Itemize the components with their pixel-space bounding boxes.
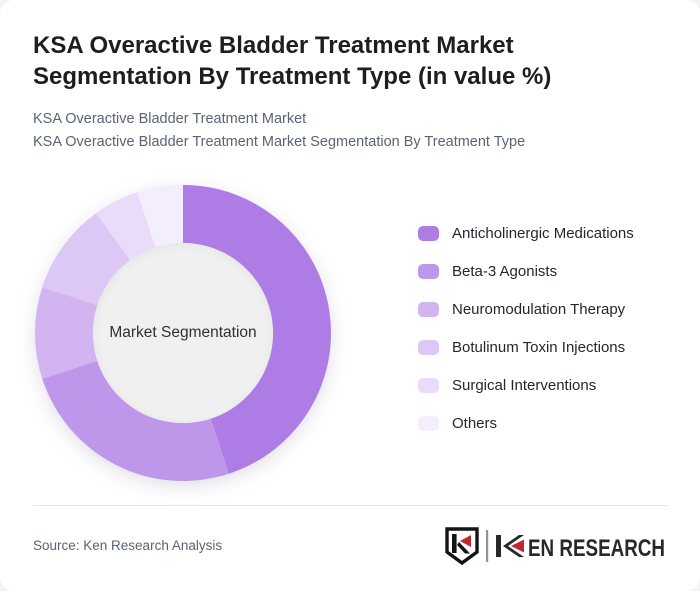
donut-chart: Market Segmentation <box>35 185 331 481</box>
legend-item: Anticholinergic Medications <box>418 225 634 242</box>
legend-item: Neuromodulation Therapy <box>418 301 634 318</box>
legend-label: Botulinum Toxin Injections <box>452 339 626 356</box>
donut-center-label: Market Segmentation <box>93 243 273 423</box>
donut-segment-2 <box>35 287 98 379</box>
legend-item: Botulinum Toxin Injections <box>418 339 634 356</box>
legend-item: Beta-3 Agonists <box>418 263 634 280</box>
legend-label: Beta-3 Agonists <box>452 263 558 280</box>
logo-wordmark-text: EN RESEARCH <box>528 535 665 562</box>
chart-legend: Anticholinergic Medications Beta-3 Agonis… <box>418 225 634 454</box>
legend-swatch <box>418 378 439 393</box>
donut-segment-0 <box>183 185 331 474</box>
legend-item: Surgical Interventions <box>418 377 634 394</box>
subtitle-block: KSA Overactive Bladder Treatment Market … <box>33 108 653 154</box>
legend-label: Neuromodulation Therapy <box>452 301 626 318</box>
legend-swatch <box>418 264 439 279</box>
subtitle-line-1: KSA Overactive Bladder Treatment Market <box>33 111 307 127</box>
page-title: KSA Overactive Bladder Treatment Market … <box>33 32 552 90</box>
donut-segment-1 <box>42 360 229 481</box>
logo-separator <box>486 530 489 562</box>
logo-word-red-triangle <box>511 539 524 553</box>
legend-swatch <box>418 302 439 317</box>
donut-segment-5 <box>137 185 183 248</box>
ken-research-logo: EN RESEARCH <box>445 527 665 566</box>
donut-segment-4 <box>96 192 156 261</box>
logo-wordmark-k <box>496 535 524 557</box>
legend-label: Others <box>452 415 498 432</box>
source-note: Source: Ken Research Analysis <box>33 538 223 553</box>
legend-swatch <box>418 226 439 241</box>
legend-swatch <box>418 416 439 431</box>
logo-shield-icon <box>445 527 479 566</box>
footer-divider <box>33 505 667 506</box>
logo-shield-red-triangle <box>460 535 471 547</box>
subtitle-line-2: KSA Overactive Bladder Treatment Market … <box>33 134 526 150</box>
legend-label: Surgical Interventions <box>452 377 597 394</box>
legend-item: Others <box>418 415 634 432</box>
legend-swatch <box>418 340 439 355</box>
legend-label: Anticholinergic Medications <box>452 225 634 242</box>
